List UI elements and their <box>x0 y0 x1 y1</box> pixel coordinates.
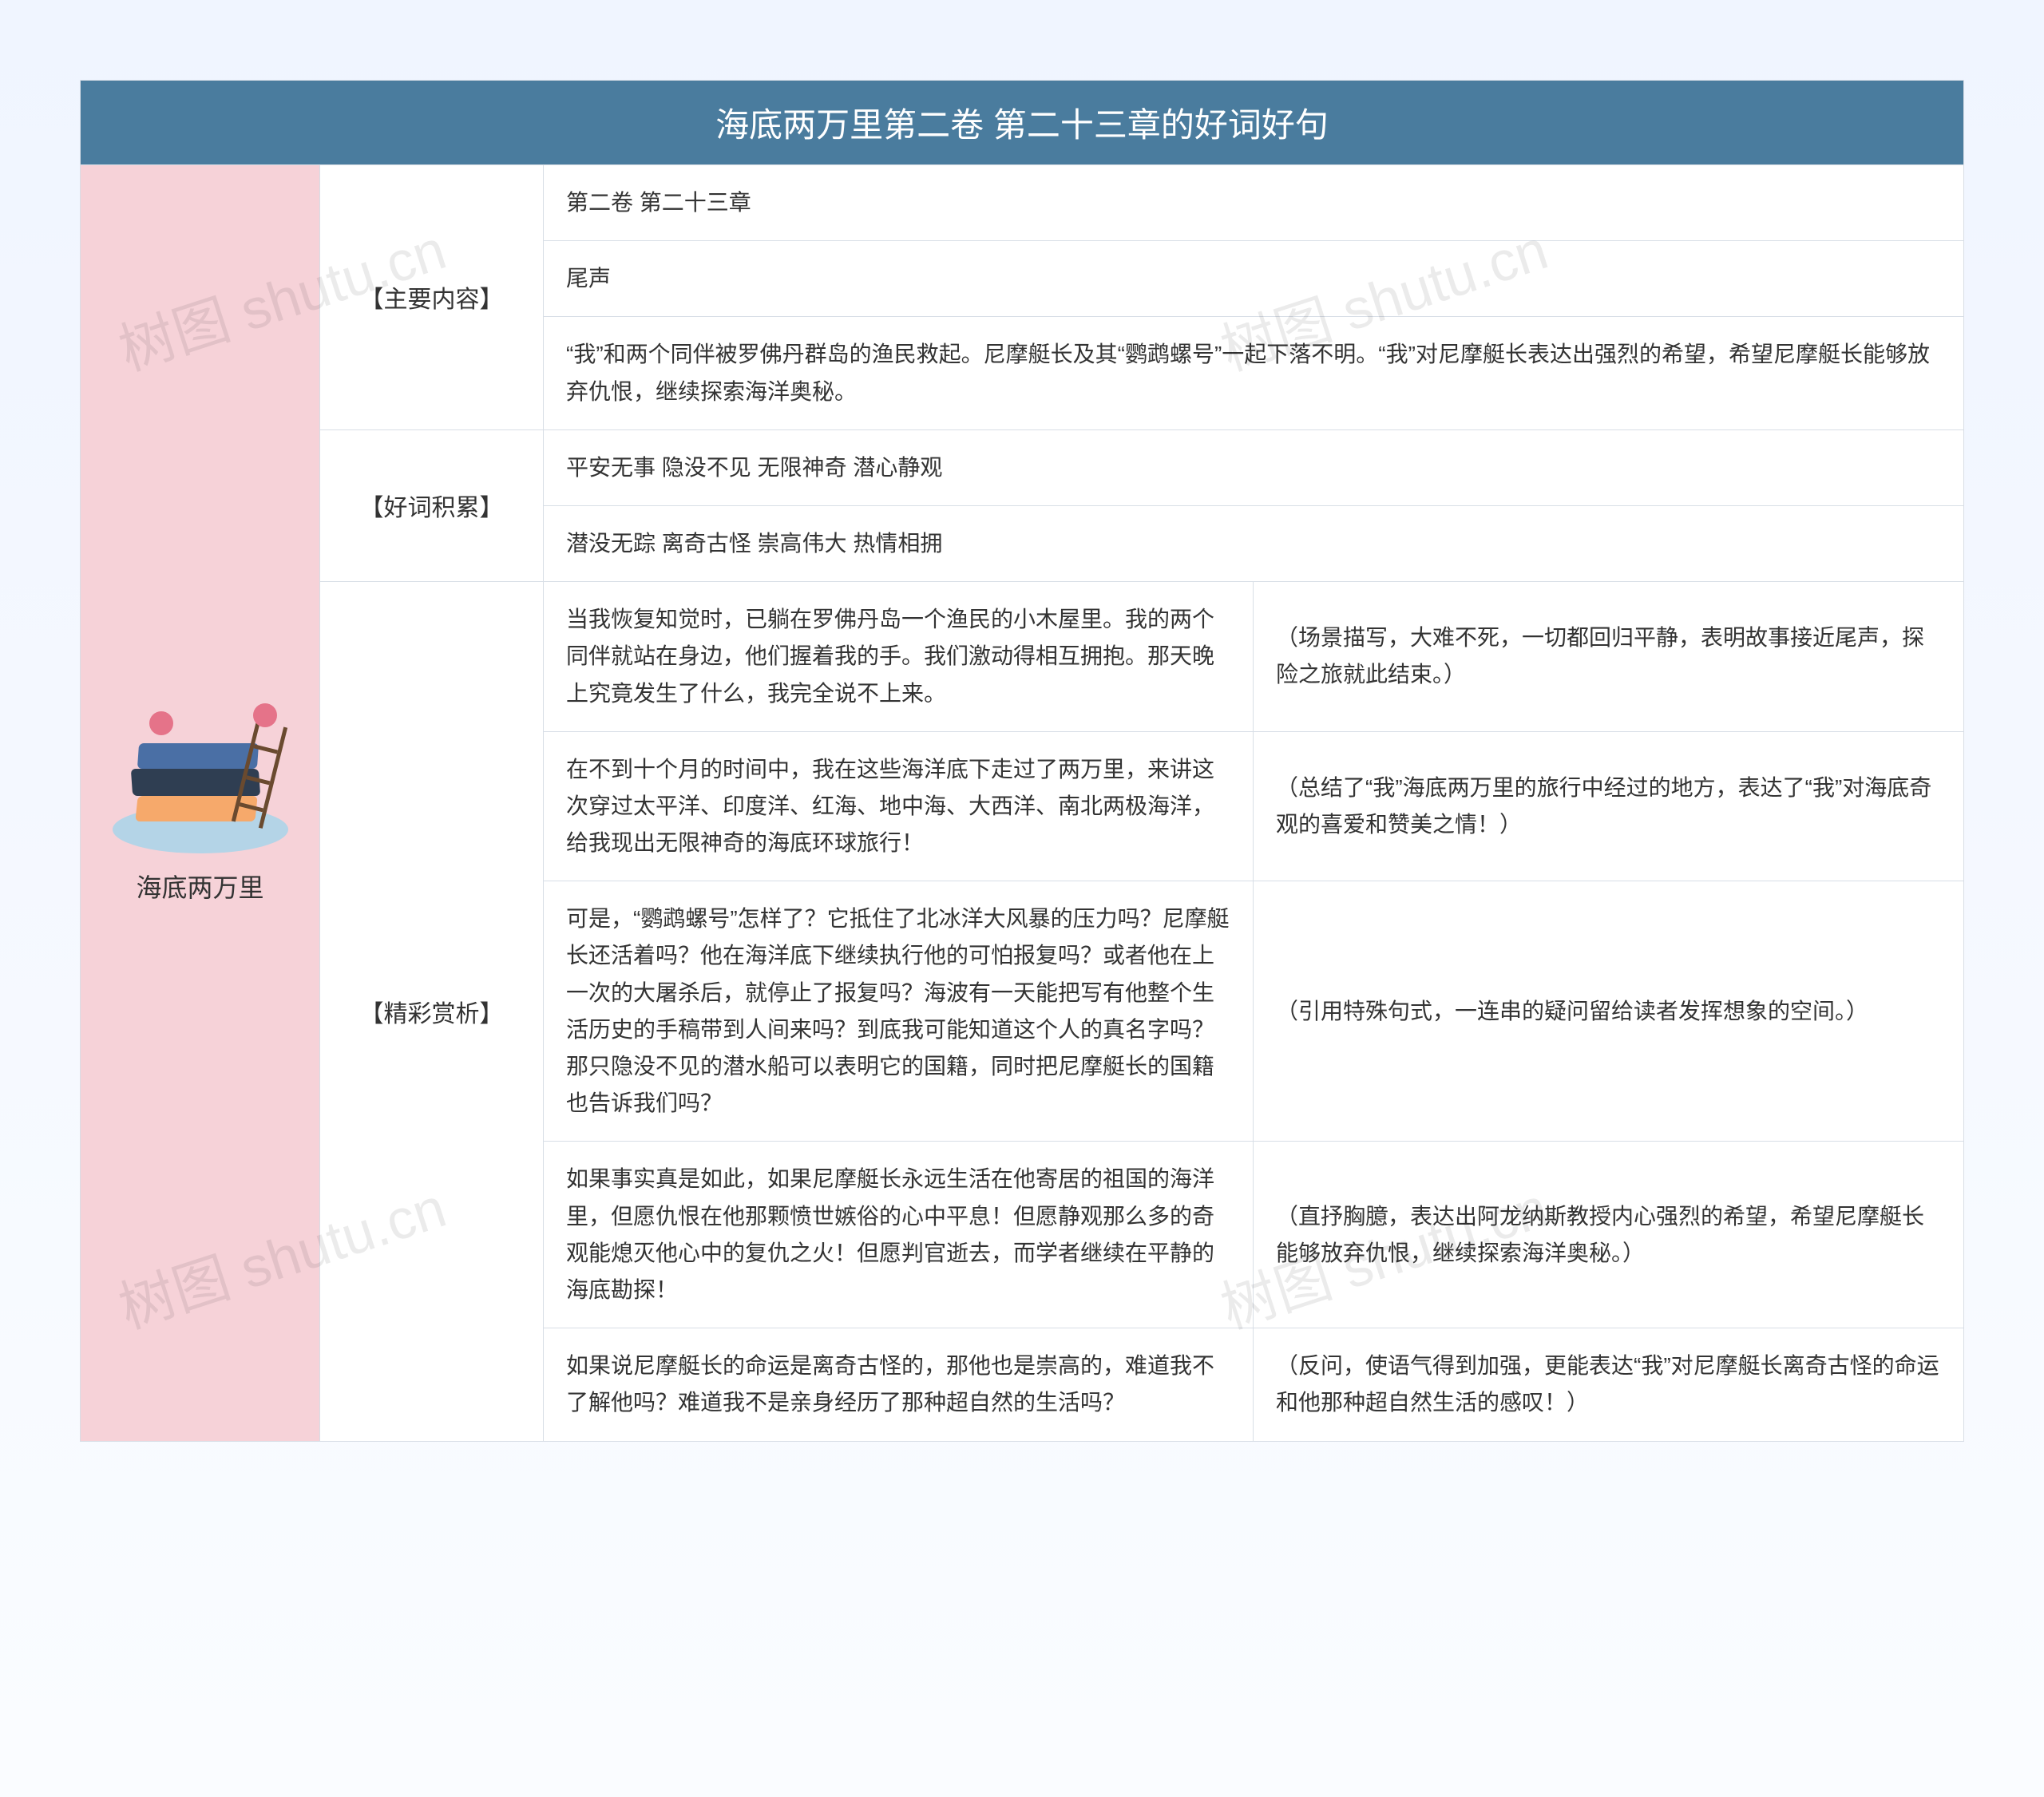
analysis-row: 如果说尼摩艇长的命运是离奇古怪的，那他也是崇高的，难道我不了解他吗？难道我不是亲… <box>544 1328 1963 1440</box>
section-label: 【好词积累】 <box>320 430 544 581</box>
section-label: 【精彩赏析】 <box>320 582 544 1440</box>
card-title: 海底两万里第二卷 第二十三章的好词好句 <box>81 81 1963 165</box>
section-row: 【好词积累】 平安无事 隐没不见 无限神奇 潜心静观 潜没无踪 离奇古怪 崇高伟… <box>320 430 1963 582</box>
section-row: 【精彩赏析】 当我恢复知觉时，已躺在罗佛丹岛一个渔民的小木屋里。我的两个同伴就站… <box>320 582 1963 1440</box>
section-content: 平安无事 隐没不见 无限神奇 潜心静观 潜没无踪 离奇古怪 崇高伟大 热情相拥 <box>544 430 1963 581</box>
card-body: 海底两万里 【主要内容】 第二卷 第二十三章 尾声 “我”和两个同伴被罗佛丹群岛… <box>81 165 1963 1441</box>
excerpt-cell: 如果事实真是如此，如果尼摩艇长永远生活在他寄居的祖国的海洋里，但愿仇恨在他那颗愤… <box>544 1142 1254 1328</box>
books-ladder-illustration <box>121 702 280 845</box>
content-cell: 潜没无踪 离奇古怪 崇高伟大 热情相拥 <box>544 506 1963 581</box>
analysis-cell: （总结了“我”海底两万里的旅行中经过的地方，表达了“我”对海底奇观的喜爱和赞美之… <box>1254 732 1963 881</box>
section-content: 第二卷 第二十三章 尾声 “我”和两个同伴被罗佛丹群岛的渔民救起。尼摩艇长及其“… <box>544 165 1963 429</box>
analysis-row: 在不到十个月的时间中，我在这些海洋底下走过了两万里，来讲这次穿过太平洋、印度洋、… <box>544 732 1963 882</box>
analysis-row: 可是，“鹦鹉螺号”怎样了？它抵住了北冰洋大风暴的压力吗？尼摩艇长还活着吗？他在海… <box>544 881 1963 1142</box>
root-column: 海底两万里 <box>81 165 320 1441</box>
section-row: 【主要内容】 第二卷 第二十三章 尾声 “我”和两个同伴被罗佛丹群岛的渔民救起。… <box>320 165 1963 430</box>
excerpt-cell: 如果说尼摩艇长的命运是离奇古怪的，那他也是崇高的，难道我不了解他吗？难道我不是亲… <box>544 1328 1254 1440</box>
section-label: 【主要内容】 <box>320 165 544 429</box>
content-cell: 第二卷 第二十三章 <box>544 165 1963 241</box>
section-content: 当我恢复知觉时，已躺在罗佛丹岛一个渔民的小木屋里。我的两个同伴就站在身边，他们握… <box>544 582 1963 1440</box>
analysis-cell: （场景描写，大难不死，一切都回归平静，表明故事接近尾声，探险之旅就此结束。） <box>1254 582 1963 731</box>
analysis-cell: （直抒胸臆，表达出阿龙纳斯教授内心强烈的希望，希望尼摩艇长能够放弃仇恨，继续探索… <box>1254 1142 1963 1328</box>
excerpt-cell: 当我恢复知觉时，已躺在罗佛丹岛一个渔民的小木屋里。我的两个同伴就站在身边，他们握… <box>544 582 1254 731</box>
root-label: 海底两万里 <box>136 868 263 904</box>
analysis-cell: （引用特殊句式，一连串的疑问留给读者发挥想象的空间。） <box>1254 881 1963 1141</box>
content-card: 海底两万里第二卷 第二十三章的好词好句 海底两万里 【主要内容】 第二卷 第二十… <box>80 80 1964 1442</box>
analysis-row: 当我恢复知觉时，已躺在罗佛丹岛一个渔民的小木屋里。我的两个同伴就站在身边，他们握… <box>544 582 1963 732</box>
analysis-cell: （反问，使语气得到加强，更能表达“我”对尼摩艇长离奇古怪的命运和他那种超自然生活… <box>1254 1328 1963 1440</box>
excerpt-cell: 在不到十个月的时间中，我在这些海洋底下走过了两万里，来讲这次穿过太平洋、印度洋、… <box>544 732 1254 881</box>
sections-column: 【主要内容】 第二卷 第二十三章 尾声 “我”和两个同伴被罗佛丹群岛的渔民救起。… <box>320 165 1963 1441</box>
content-cell: 平安无事 隐没不见 无限神奇 潜心静观 <box>544 430 1963 506</box>
excerpt-cell: 可是，“鹦鹉螺号”怎样了？它抵住了北冰洋大风暴的压力吗？尼摩艇长还活着吗？他在海… <box>544 881 1254 1141</box>
content-cell: “我”和两个同伴被罗佛丹群岛的渔民救起。尼摩艇长及其“鹦鹉螺号”一起下落不明。“… <box>544 317 1963 429</box>
content-cell: 尾声 <box>544 241 1963 317</box>
analysis-row: 如果事实真是如此，如果尼摩艇长永远生活在他寄居的祖国的海洋里，但愿仇恨在他那颗愤… <box>544 1142 1963 1328</box>
